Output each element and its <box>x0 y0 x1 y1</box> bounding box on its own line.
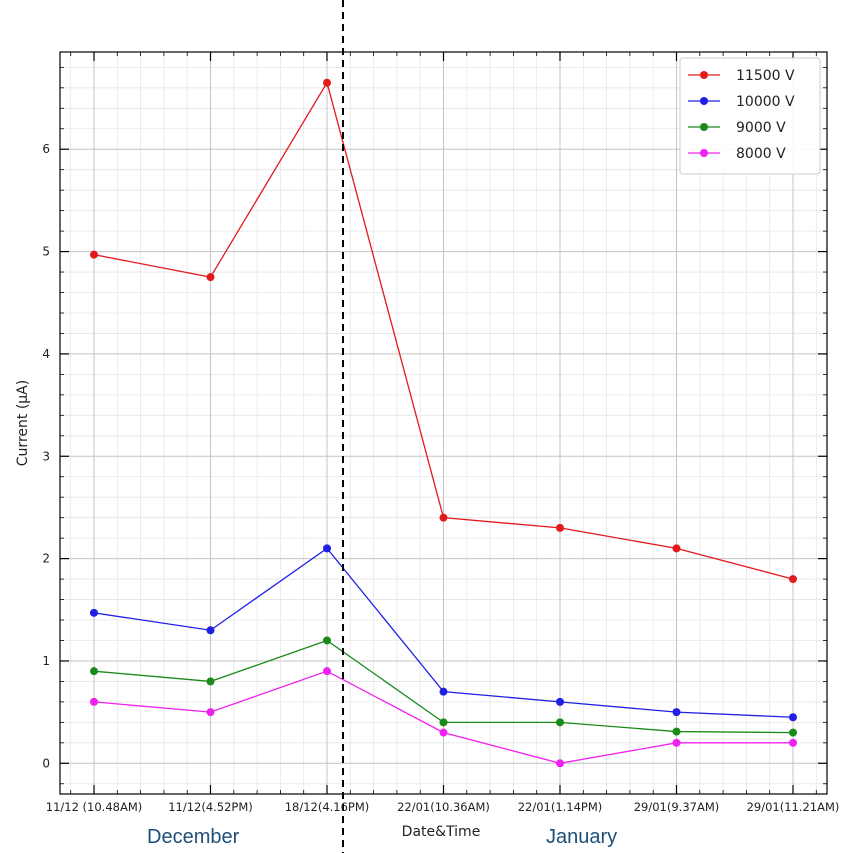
legend-label: 11500 V <box>736 68 795 84</box>
data-point-8000-v <box>789 738 797 747</box>
y-tick-label: 5 <box>42 245 50 259</box>
legend-box <box>679 57 821 175</box>
legend-label: 10000 V <box>736 94 795 110</box>
data-point-8000-v <box>439 728 448 737</box>
axis-ticks <box>60 52 827 794</box>
data-point-11500-v <box>672 544 681 553</box>
data-point-10000-v <box>556 697 564 706</box>
data-point-8000-v <box>323 667 331 676</box>
legend-swatch-marker <box>700 149 708 157</box>
data-point-8000-v <box>90 697 98 706</box>
data-point-11500-v <box>439 513 448 522</box>
y-tick-label: 4 <box>42 347 50 361</box>
y-tick-label: 1 <box>42 654 50 668</box>
data-point-9000-v <box>556 718 564 727</box>
december-label: December <box>147 826 240 848</box>
data-point-11500-v <box>789 575 797 584</box>
y-tick-label: 0 <box>42 756 50 770</box>
data-point-10000-v <box>439 687 448 696</box>
data-point-8000-v <box>556 759 564 768</box>
legend-label: 8000 V <box>736 146 786 162</box>
data-point-11500-v <box>90 250 98 259</box>
x-tick-label: 11/12(4.52PM) <box>168 800 253 814</box>
data-point-9000-v <box>439 718 448 727</box>
x-tick-label: 22/01(1.14PM) <box>518 800 603 814</box>
data-point-8000-v <box>206 708 215 717</box>
axis-labels: 11/12 (10.48AM) 11/12(4.52PM) 18/12(4.16PM… <box>42 142 839 814</box>
legend-label: 9000 V <box>736 120 786 136</box>
data-point-10000-v <box>323 544 331 553</box>
x-tick-label: 22/01(10.36AM) <box>397 800 490 814</box>
data-point-10000-v <box>672 708 681 717</box>
january-label: January <box>546 826 618 848</box>
data-point-9000-v <box>206 677 215 686</box>
data-point-9000-v <box>90 667 98 676</box>
data-point-10000-v <box>206 626 215 635</box>
data-point-10000-v <box>789 713 797 722</box>
y-tick-label: 6 <box>42 142 50 156</box>
x-tick-label: 18/12(4.16PM) <box>285 800 370 814</box>
x-tick-label: 29/01(9.37AM) <box>634 800 720 814</box>
data-point-11500-v <box>323 78 331 87</box>
legend: 11500 V 10000 V 9000 V 8000 V <box>679 57 821 175</box>
data-point-8000-v <box>672 738 681 747</box>
y-tick-label: 2 <box>42 552 50 566</box>
data-point-9000-v <box>323 636 331 645</box>
legend-swatch-marker <box>700 97 708 105</box>
data-point-9000-v <box>789 728 797 737</box>
data-point-11500-v <box>206 273 215 282</box>
y-tick-label: 3 <box>42 449 50 463</box>
data-point-9000-v <box>672 727 681 736</box>
x-tick-label: 29/01(11.21AM) <box>747 800 840 814</box>
data-point-11500-v <box>556 523 564 532</box>
series-lines <box>90 78 797 768</box>
x-axis-label: Date&Time <box>402 824 481 840</box>
legend-swatch-marker <box>700 71 708 79</box>
grid <box>60 52 827 794</box>
y-axis-label: Current (μA) <box>15 380 31 466</box>
data-point-10000-v <box>90 608 98 617</box>
x-tick-label: 11/12 (10.48AM) <box>46 800 142 814</box>
legend-swatch-marker <box>700 123 708 131</box>
